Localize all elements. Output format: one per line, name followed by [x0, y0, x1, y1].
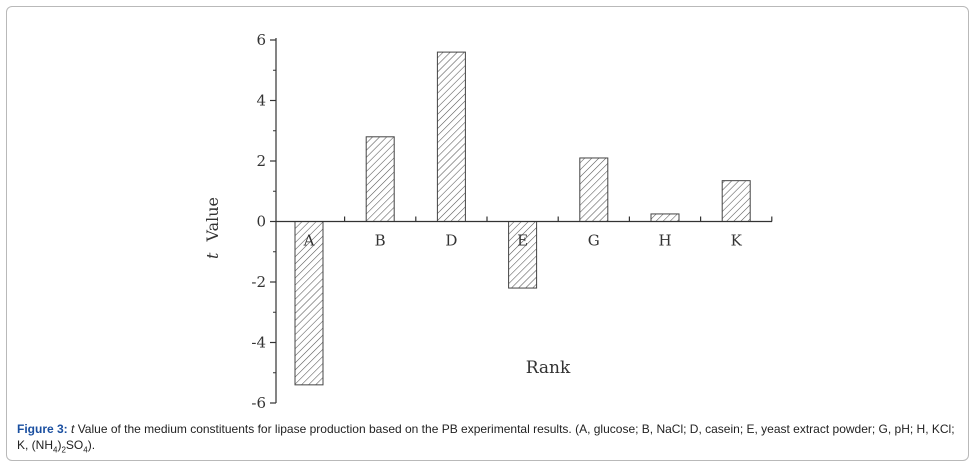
- caption-text-end: ).: [87, 438, 96, 452]
- y-axis-label-var: t: [203, 252, 222, 259]
- caption-sub-a: 4: [53, 445, 58, 455]
- bar-b: [365, 136, 395, 222]
- y-axis-label-text: Value: [203, 197, 222, 243]
- bar-a: [294, 221, 324, 386]
- bar-k: [721, 180, 751, 223]
- y-tick-label: 6: [256, 31, 266, 49]
- x-tick-label-g: G: [588, 232, 600, 250]
- x-tick-label-e: E: [517, 232, 528, 250]
- x-tick-label-b: B: [375, 232, 386, 250]
- bar-d: [436, 51, 466, 222]
- figure-frame: [6, 6, 969, 461]
- bar-h: [650, 213, 680, 222]
- x-tick-label-a: A: [303, 232, 315, 250]
- bar-g: [579, 157, 609, 223]
- bars-layer: [294, 51, 751, 386]
- figure-caption: Figure 3: t Value of the medium constitu…: [17, 421, 962, 455]
- x-tick-label-d: D: [445, 232, 457, 250]
- caption-text-mid: SO: [65, 438, 84, 452]
- caption-sub-b: 2: [61, 445, 66, 455]
- caption-var: t: [71, 422, 75, 436]
- y-tick-label: 4: [256, 92, 266, 110]
- y-tick-label: -4: [251, 334, 266, 352]
- y-tick-label: 2: [256, 152, 266, 170]
- y-tick-label: -2: [251, 273, 266, 291]
- x-tick-label-h: H: [658, 232, 671, 250]
- y-tick-label: 0: [256, 213, 266, 231]
- axis-layer: -6 -4 -2 0 2 4 6 A B D E G H K: [251, 31, 773, 412]
- caption-label: Figure 3:: [17, 422, 68, 436]
- x-axis-label: Rank: [526, 358, 571, 378]
- x-tick-label-k: K: [731, 232, 743, 250]
- caption-sub-c: 4: [83, 445, 88, 455]
- caption-close-paren: ): [57, 438, 62, 452]
- caption-text-main: Value of the medium constituents for lip…: [17, 422, 955, 452]
- y-tick-label: -6: [251, 394, 266, 412]
- y-axis-label: t Value: [203, 197, 222, 259]
